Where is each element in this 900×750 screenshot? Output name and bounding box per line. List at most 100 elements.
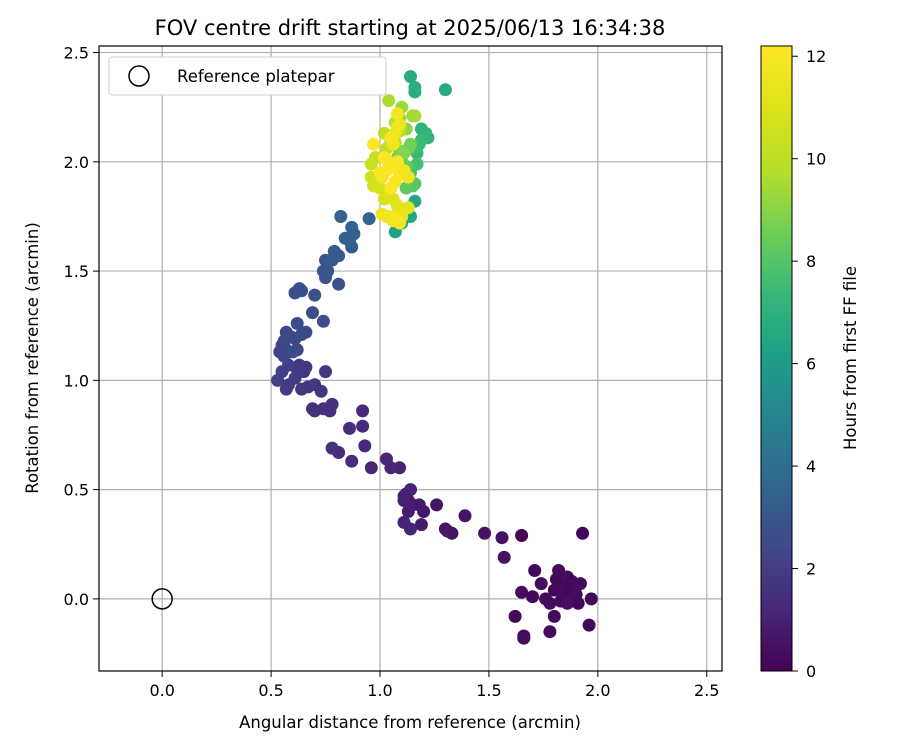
colorbar-label: Hours from first FF file [841, 266, 860, 450]
scatter-point [356, 419, 370, 433]
colorbar-tick-label: 6 [806, 355, 816, 374]
scatter-point [497, 550, 511, 564]
y-tick-label: 1.0 [64, 371, 89, 390]
scatter-point [343, 421, 356, 435]
scatter-point [306, 306, 319, 320]
scatter-point [306, 402, 319, 416]
scatter-point [345, 220, 359, 234]
y-tick-label: 2.5 [64, 44, 89, 63]
scatter-point [388, 212, 402, 226]
scatter-point [384, 131, 398, 145]
scatter-point [390, 107, 404, 121]
legend-label: Reference platepar [177, 67, 335, 86]
scatter-point [316, 314, 330, 328]
scatter-point [399, 181, 413, 195]
scatter-point [576, 526, 590, 540]
chart-title: FOV centre drift starting at 2025/06/13 … [155, 16, 666, 40]
scatter-point [414, 518, 428, 532]
scatter-point [408, 109, 422, 123]
plot-frame [98, 45, 723, 672]
scatter-point [380, 452, 393, 466]
scatter-point [327, 244, 341, 258]
scatter-point [478, 526, 492, 540]
colorbar-tick-label: 8 [806, 252, 816, 271]
scatter-point [299, 325, 313, 339]
scatter-point [526, 590, 539, 604]
scatter-point [358, 439, 372, 453]
legend-marker-icon [128, 65, 150, 87]
scatter-point [325, 441, 339, 455]
colorbar: 0 2 4 6 8 10 12 Hours from first FF file [760, 45, 860, 681]
scatter-point [543, 596, 557, 610]
scatter-point [508, 609, 522, 623]
x-tick-label: 2.0 [585, 681, 610, 700]
scatter-point [441, 524, 454, 538]
colorbar-tick-label: 2 [806, 560, 816, 579]
scatter-point [286, 345, 300, 359]
scatter-point [543, 625, 557, 639]
scatter-point [404, 522, 417, 536]
colorbar-ticks: 0 2 4 6 8 10 12 [792, 47, 826, 681]
scatter-point [430, 498, 444, 512]
scatter-point [458, 509, 472, 523]
y-axis-ticks: 0.0 0.5 1.0 1.5 2.0 2.5 [64, 44, 99, 609]
x-axis-label: Angular distance from reference (arcmin) [239, 713, 581, 732]
x-tick-label: 1.5 [476, 681, 501, 700]
scatter-point [279, 382, 293, 396]
scatter-point [321, 264, 335, 278]
scatter-point [404, 70, 417, 84]
scatter-point [517, 631, 531, 645]
scatter-point [295, 382, 309, 396]
x-tick-label: 1.0 [367, 681, 392, 700]
scatter-point [401, 170, 415, 184]
scatter-point [364, 157, 378, 171]
scatter-points [271, 70, 598, 645]
y-tick-label: 1.5 [64, 262, 89, 281]
scatter-point [364, 461, 378, 475]
scatter-point [584, 592, 598, 606]
scatter-point [377, 151, 391, 164]
scatter-point [334, 210, 348, 223]
scatter-point [582, 618, 596, 632]
colorbar-tick-label: 10 [806, 150, 826, 169]
x-tick-label: 0.0 [149, 681, 174, 700]
scatter-point [382, 94, 396, 108]
scatter-point [515, 529, 529, 542]
x-tick-label: 2.5 [694, 681, 719, 700]
scatter-point [560, 596, 574, 610]
scatter-point [401, 505, 415, 518]
scatter-point [438, 83, 452, 97]
scatter-point [384, 181, 398, 195]
x-tick-label: 0.5 [258, 681, 283, 700]
reference-point-marker [151, 588, 173, 610]
scatter-point [345, 454, 359, 468]
scatter-point [573, 577, 587, 591]
scatter-point [404, 483, 417, 497]
y-axis-label: Rotation from reference (arcmin) [23, 222, 42, 494]
scatter-point [362, 212, 376, 226]
scatter-point [382, 161, 396, 175]
scatter-point [571, 596, 585, 610]
scatter-point [528, 564, 542, 577]
scatter-point [393, 118, 407, 132]
colorbar-gradient [760, 45, 793, 672]
scatter-point [319, 365, 332, 379]
scatter-point [367, 137, 380, 151]
scatter-point [397, 494, 411, 507]
colorbar-tick-label: 12 [806, 47, 826, 66]
y-tick-label: 2.0 [64, 153, 89, 172]
x-axis-ticks: 0.0 0.5 1.0 1.5 2.0 2.5 [149, 671, 719, 700]
y-tick-label: 0.5 [64, 481, 89, 500]
scatter-point [356, 404, 370, 418]
colorbar-tick-label: 0 [806, 662, 816, 681]
scatter-point [495, 531, 509, 545]
scatter-point [515, 585, 529, 599]
y-tick-label: 0.0 [64, 590, 89, 609]
scatter-point [547, 609, 561, 623]
legend: Reference platepar [108, 56, 387, 96]
plot-area: 0.0 0.5 1.0 1.5 2.0 2.5 0.0 0.5 1.0 1.5 2.0 2.5 [64, 44, 723, 700]
scatter-point [308, 288, 322, 302]
scatter-point [534, 577, 548, 591]
legend-box [108, 56, 387, 96]
